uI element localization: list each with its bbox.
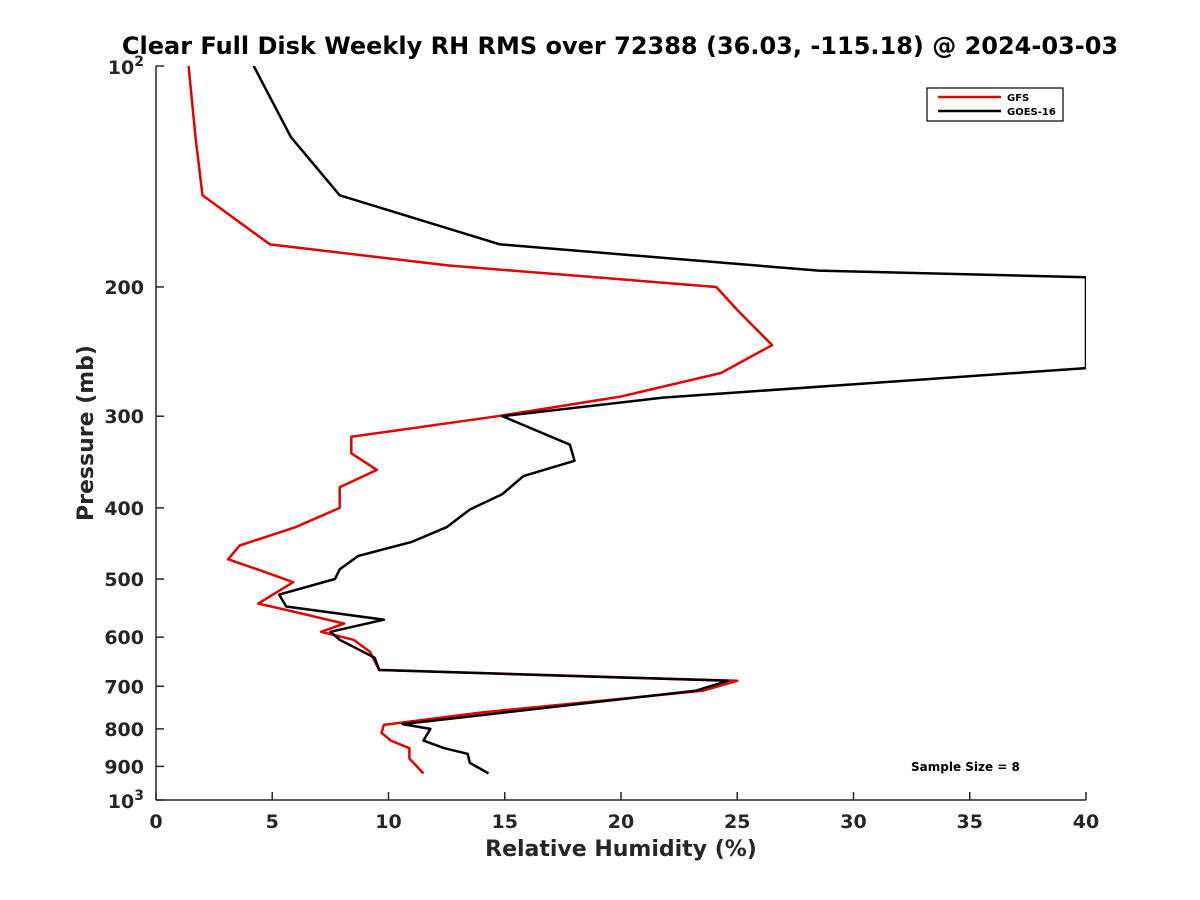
series-line-goes16 <box>252 66 1086 775</box>
y-axis-label: Pressure (mb) <box>74 345 99 521</box>
sample-size-annotation: Sample Size = 8 <box>911 760 1020 774</box>
x-tick-label: 15 <box>492 811 518 833</box>
x-tick-label: 30 <box>840 811 866 833</box>
x-tick-label: 0 <box>149 811 162 833</box>
legend-label-goes16: GOES-16 <box>1007 107 1056 118</box>
x-tick-label: 35 <box>957 811 983 833</box>
legend: GFS GOES-16 <box>926 87 1064 122</box>
series-layer <box>187 66 1086 775</box>
legend-box <box>926 87 1064 122</box>
x-tick-label: 20 <box>608 811 634 833</box>
plot-area: 0 5 10 15 20 25 30 35 40 10220030040050060070080… <box>104 54 1099 833</box>
y-tick-label-base: 10 <box>108 791 134 813</box>
y-tick-label: 600 <box>104 627 144 649</box>
x-tick-label: 5 <box>266 811 279 833</box>
y-tick-label-exponent: 2 <box>134 54 144 70</box>
y-tick-label: 900 <box>104 756 144 778</box>
y-tick-label: 102 <box>108 54 144 79</box>
y-tick-label: 103 <box>108 788 144 813</box>
plot-background <box>156 66 1086 800</box>
x-tick-label: 10 <box>375 811 401 833</box>
y-tick-label-base: 10 <box>108 57 134 79</box>
legend-label-gfs: GFS <box>1007 93 1029 104</box>
series-line-gfs <box>187 66 774 775</box>
y-tick-label: 200 <box>104 277 144 299</box>
x-axis-ticks: 0 5 10 15 20 25 30 35 40 <box>149 792 1099 833</box>
x-tick-label: 25 <box>724 811 750 833</box>
y-tick-label-exponent: 3 <box>134 788 144 804</box>
y-tick-label: 800 <box>104 719 144 741</box>
y-tick-label: 400 <box>104 498 144 520</box>
x-tick-label: 40 <box>1073 811 1099 833</box>
chart-title: Clear Full Disk Weekly RH RMS over 72388… <box>122 32 1118 60</box>
y-tick-label: 500 <box>104 569 144 591</box>
y-tick-label: 700 <box>104 676 144 698</box>
y-tick-label: 300 <box>104 406 144 428</box>
x-axis-label: Relative Humidity (%) <box>485 837 757 862</box>
